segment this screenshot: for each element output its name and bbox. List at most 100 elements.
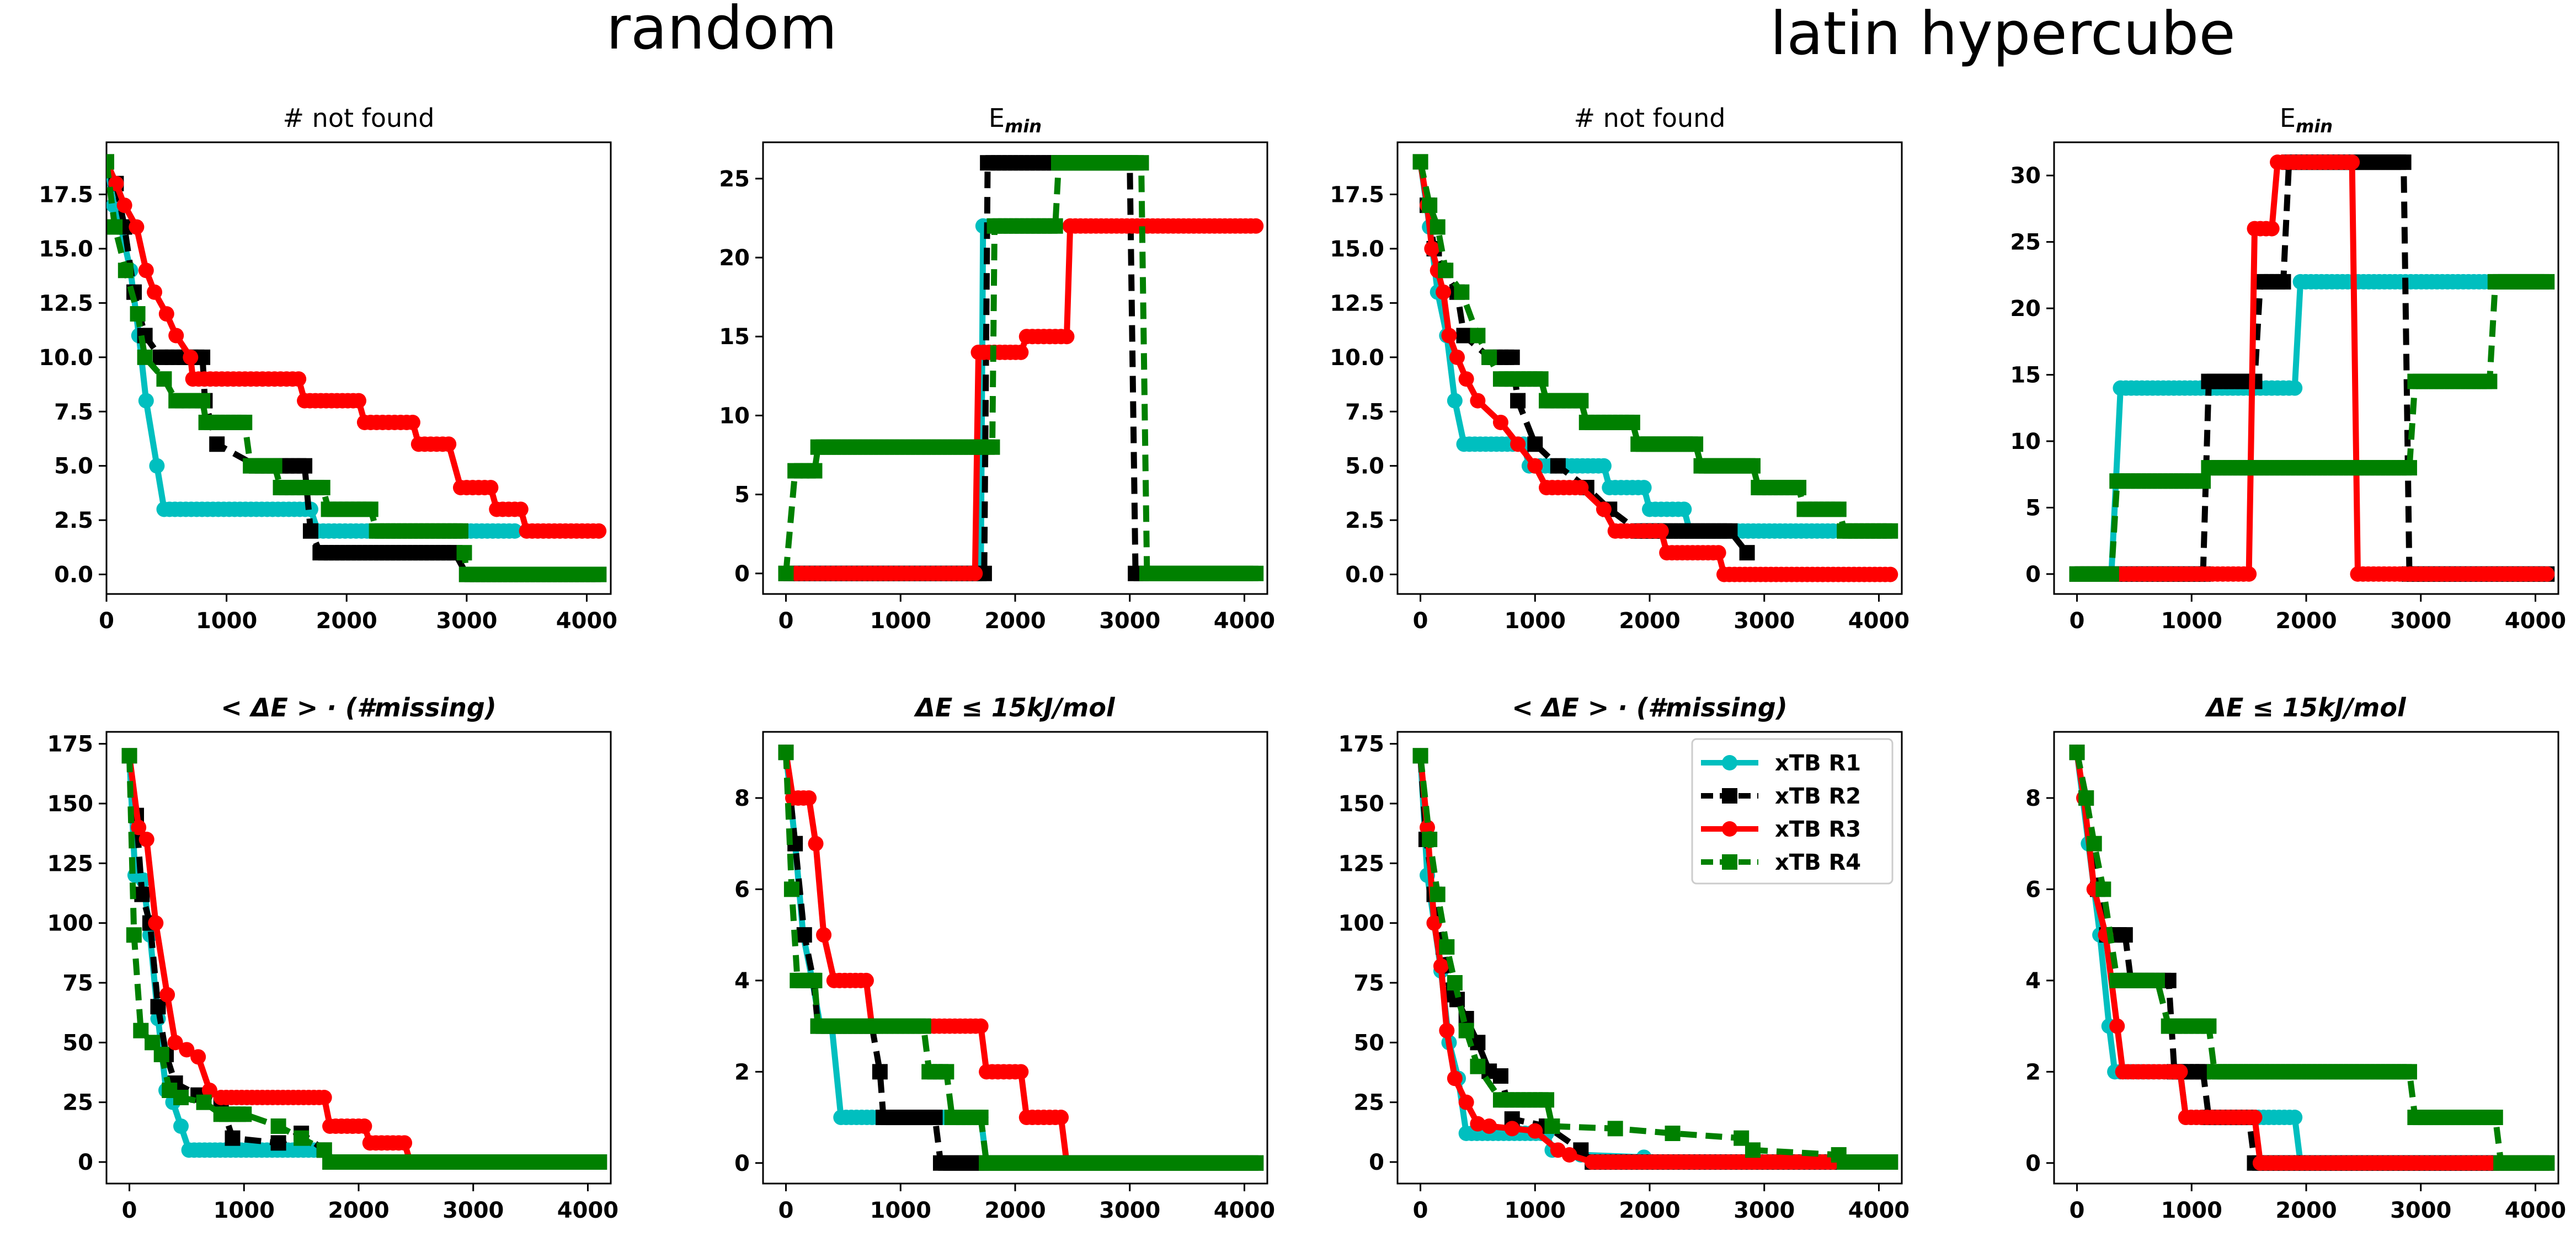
plot-area (1412, 748, 1898, 1170)
data-point (153, 1047, 169, 1062)
y-tick-label: 6 (2025, 877, 2041, 902)
data-point (1527, 1123, 1543, 1139)
data-point (2069, 745, 2085, 761)
legend-label: xTB R2 (1775, 784, 1861, 809)
data-point (168, 328, 184, 344)
data-point (1422, 197, 1438, 213)
axes-frame (105, 731, 612, 1185)
series-4 (106, 154, 607, 582)
series-line (106, 161, 515, 534)
series-1 (121, 748, 366, 1170)
data-point (973, 1110, 989, 1126)
y-tick-label: 2 (734, 1059, 750, 1085)
series-line (2077, 279, 2547, 577)
data-point (816, 927, 832, 943)
legend-marker (1722, 788, 1737, 804)
data-point (270, 1135, 286, 1151)
y-tick-label: 100 (47, 911, 94, 936)
data-point (397, 1135, 413, 1151)
x-tick-label: 4000 (2505, 608, 2566, 634)
x-tick-label: 4000 (1848, 608, 1910, 634)
data-point (807, 972, 823, 988)
data-point (1882, 566, 1898, 582)
data-point (2539, 274, 2555, 290)
x-tick-label: 3000 (1099, 1198, 1160, 1223)
data-point (1447, 393, 1463, 409)
y-tick-label: 5 (2025, 495, 2041, 521)
data-point (2287, 380, 2303, 396)
data-point (1133, 155, 1149, 171)
series-line (783, 752, 1070, 1164)
data-point (138, 832, 154, 847)
data-point (915, 1018, 931, 1034)
data-point (591, 1154, 607, 1170)
y-tick-label: 0.0 (54, 563, 93, 588)
data-point (1013, 344, 1029, 360)
series-1 (778, 218, 1046, 581)
data-point (179, 1042, 195, 1058)
panel-title: ΔE ≤ 15kJ/mol (2204, 693, 2407, 722)
series-line (126, 755, 413, 1163)
data-point (1456, 328, 1472, 344)
panel-title-subscript: min (2296, 116, 2333, 137)
y-tick-label: 10.0 (39, 345, 93, 371)
data-point (237, 414, 253, 430)
y-tick-label: 10 (2010, 429, 2041, 454)
data-point (351, 393, 366, 409)
data-point (1539, 1092, 1555, 1108)
series-4 (778, 745, 1264, 1171)
y-tick-label: 100 (1338, 911, 1385, 936)
y-tick-label: 0 (2025, 1151, 2041, 1176)
y-tick-label: 15 (2010, 363, 2041, 388)
series-2 (778, 745, 1264, 1171)
data-point (2117, 927, 2133, 943)
data-point (452, 523, 468, 539)
data-point (2396, 154, 2412, 170)
y-tick-label: 150 (47, 791, 94, 817)
y-tick-label: 4 (734, 968, 750, 994)
y-tick-label: 0 (734, 561, 750, 587)
series-4 (121, 748, 607, 1170)
y-tick-label: 5.0 (54, 454, 93, 479)
y-tick-label: 25 (719, 167, 750, 192)
data-point (404, 414, 420, 430)
series-line (2077, 279, 2490, 577)
data-point (2103, 566, 2119, 582)
y-tick-label: 25 (2010, 230, 2041, 255)
plot-area (778, 745, 1264, 1171)
data-point (1439, 939, 1455, 955)
y-tick-label: 175 (47, 732, 94, 757)
plot-area (1412, 154, 1898, 582)
data-point (118, 263, 134, 279)
data-point (159, 987, 175, 1003)
y-tick-label: 125 (47, 851, 94, 876)
data-point (1470, 1116, 1486, 1132)
data-point (302, 523, 318, 539)
data-point (778, 565, 794, 581)
data-point (796, 927, 812, 943)
x-tick-label: 1000 (870, 608, 931, 634)
data-point (2086, 836, 2102, 852)
y-tick-label: 2 (2025, 1059, 2041, 1085)
x-tick-label: 1000 (2161, 608, 2222, 634)
y-tick-label: 125 (1338, 851, 1385, 876)
data-point (1665, 1126, 1681, 1141)
series-3 (121, 748, 418, 1170)
data-point (1561, 1147, 1577, 1163)
data-point (201, 1083, 217, 1098)
data-point (1438, 263, 1454, 279)
data-point (316, 1090, 332, 1105)
data-point (927, 1110, 943, 1126)
plot-area (106, 154, 607, 582)
data-point (1439, 1022, 1455, 1038)
series-4 (1412, 154, 1898, 539)
data-point (1053, 1110, 1069, 1126)
data-point (1047, 218, 1063, 234)
y-tick-label: 5.0 (1345, 454, 1384, 479)
axes-frame (762, 141, 1268, 595)
x-tick-label: 0 (778, 1198, 794, 1223)
y-tick-label: 8 (2025, 786, 2041, 811)
legend-marker (1722, 854, 1737, 870)
x-tick-label: 4000 (2505, 1198, 2566, 1223)
data-point (266, 458, 282, 474)
